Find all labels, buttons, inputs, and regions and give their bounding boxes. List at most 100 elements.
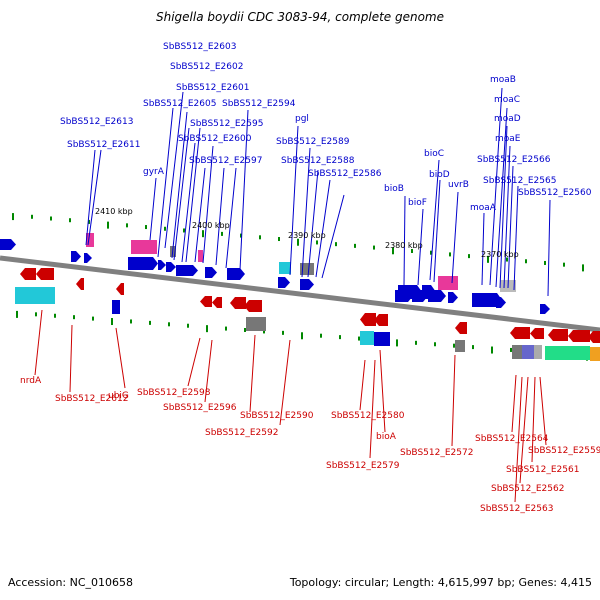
gene-label-forward[interactable]: SbBS512_E2594	[222, 99, 296, 109]
leader-line-reverse	[359, 359, 366, 411]
pseudogene-feature	[534, 345, 542, 359]
scale-label: 2390 kbp	[288, 231, 326, 240]
gene-label-forward[interactable]: moaD	[494, 114, 521, 124]
gene-label-forward[interactable]: SbBS512_E2602	[170, 62, 243, 72]
gene-label-forward[interactable]: SbBS512_E2611	[67, 140, 140, 150]
accession-text: Accession: NC_010658	[8, 576, 134, 589]
gene-label-forward[interactable]: SbBS512_E2565	[483, 176, 556, 186]
rna-feature	[86, 233, 94, 247]
scale-tick	[202, 230, 204, 238]
gene-arrow-reverse	[530, 328, 544, 339]
leader-line-forward	[429, 159, 440, 281]
gene-label-forward[interactable]: SbBS512_E2605	[143, 99, 216, 109]
gene-label-forward[interactable]: bioF	[408, 198, 427, 208]
gene-label-reverse[interactable]: SbBS512_E2580	[331, 411, 405, 421]
gene-label-reverse[interactable]: ubiG	[108, 391, 129, 401]
gene-arrow-reverse	[36, 268, 54, 280]
gene-label-forward[interactable]: moaC	[494, 95, 520, 105]
gene-label-forward[interactable]: SbBS512_E2589	[276, 137, 350, 147]
gene-label-reverse[interactable]: SbBS512_E2562	[491, 484, 564, 494]
scale-tick	[221, 231, 223, 236]
leader-line-reverse	[34, 309, 43, 376]
gene-label-forward[interactable]: gyrA	[143, 167, 165, 177]
leader-line-reverse	[511, 374, 517, 433]
map-title: Shigella boydii CDC 3083-94, complete ge…	[155, 10, 445, 24]
gene-label-forward[interactable]: SbBS512_E2603	[163, 42, 236, 52]
gene-label-forward[interactable]: moaA	[470, 203, 497, 213]
scale-tick	[430, 250, 432, 255]
pseudogene-feature	[246, 317, 266, 331]
scale-tick	[50, 216, 52, 221]
leader-line-forward	[202, 145, 214, 264]
gene-label-reverse[interactable]: SbBS512_E2559	[528, 446, 600, 456]
leader-line-forward	[503, 145, 511, 289]
gene-label-forward[interactable]: SbBS512_E2560	[518, 188, 592, 198]
genome-summary-text: Topology: circular; Length: 4,615,997 bp…	[289, 576, 592, 589]
gene-label-forward[interactable]: moaB	[490, 75, 516, 85]
gene-label-forward[interactable]: uvrB	[448, 180, 469, 190]
scale-tick	[354, 243, 356, 248]
leader-line-forward	[513, 185, 519, 291]
gene-label-reverse[interactable]: SbBS512_E2579	[326, 461, 400, 471]
scale-tick	[472, 345, 474, 350]
scale-tick	[415, 340, 417, 345]
leader-line-reverse	[279, 339, 291, 426]
gene-label-reverse[interactable]: SbBS512_E2596	[163, 403, 237, 413]
gene-arrow-forward	[158, 260, 166, 270]
gene-label-forward[interactable]: SbBS512_E2595	[190, 119, 263, 129]
gene-label-forward[interactable]: bioB	[384, 184, 404, 194]
gene-label-reverse[interactable]: nrdA	[20, 376, 42, 386]
gene-label-forward[interactable]: SbBS512_E2566	[477, 155, 551, 165]
gene-label-forward[interactable]: SbBS512_E2613	[60, 117, 133, 127]
gene-label-forward[interactable]: SbBS512_E2600	[178, 134, 252, 144]
scale-tick	[320, 333, 322, 338]
leader-line-forward	[171, 111, 188, 259]
gene-label-reverse[interactable]: SbBS512_E2564	[475, 434, 549, 444]
leader-line-forward	[499, 125, 508, 289]
gene-label-forward[interactable]: SbBS512_E2588	[281, 156, 355, 166]
gene-label-reverse[interactable]: SbBS512_E2561	[506, 465, 579, 475]
gene-label-reverse[interactable]: SbBS512_E2563	[480, 504, 553, 514]
gene-label-reverse[interactable]: SbBS512_E2612	[55, 394, 128, 404]
gene-arrow-reverse	[230, 297, 246, 309]
gene-arrow-reverse	[76, 278, 84, 290]
scale-tick	[54, 313, 56, 318]
genome-backbone	[0, 255, 600, 333]
label-leader-layer	[34, 87, 551, 503]
scale-label: 2400 kbp	[192, 221, 230, 230]
scale-tick	[240, 233, 242, 238]
gene-label-forward[interactable]: bioD	[429, 170, 450, 180]
scale-tick	[92, 316, 94, 321]
gene-arrow-reverse	[548, 329, 568, 341]
gene-label-reverse[interactable]: SbBS512_E2590	[240, 411, 314, 421]
scale-tick	[297, 238, 299, 246]
gene-arrow-reverse	[200, 296, 212, 307]
gene-label-forward[interactable]: SbBS512_E2586	[308, 169, 382, 179]
scale-tick	[225, 326, 227, 331]
gene-label-forward[interactable]: SbBS512_E2597	[189, 156, 262, 166]
leader-line-reverse	[451, 354, 456, 447]
leader-line-forward	[239, 109, 249, 271]
leader-line-reverse	[69, 324, 73, 393]
gene-label-forward[interactable]: moaE	[495, 134, 521, 144]
gene-label-forward[interactable]: SbBS512_E2601	[176, 83, 249, 93]
leader-line-forward	[507, 165, 514, 289]
leader-line-forward	[215, 167, 225, 266]
rna-feature	[545, 346, 590, 360]
leader-line-forward	[149, 177, 157, 241]
scale-tick	[411, 248, 413, 253]
scale-tick	[582, 264, 584, 272]
gene-arrow-forward	[166, 262, 176, 272]
gene-label-reverse[interactable]: SbBS512_E2592	[205, 428, 278, 438]
pseudogene-feature	[300, 263, 314, 275]
leader-line-forward	[489, 87, 503, 286]
gene-label-forward[interactable]: bioC	[424, 149, 444, 159]
gene-label-forward[interactable]: pgl	[295, 114, 309, 124]
scale-tick	[358, 336, 360, 341]
scale-tick	[35, 312, 37, 317]
gene-label-reverse[interactable]: SbBS512_E2598	[137, 388, 211, 398]
gene-label-reverse[interactable]: bioA	[376, 432, 397, 442]
leader-line-forward	[315, 179, 331, 278]
scale-tick	[510, 347, 512, 352]
gene-label-reverse[interactable]: SbBS512_E2572	[400, 448, 473, 458]
